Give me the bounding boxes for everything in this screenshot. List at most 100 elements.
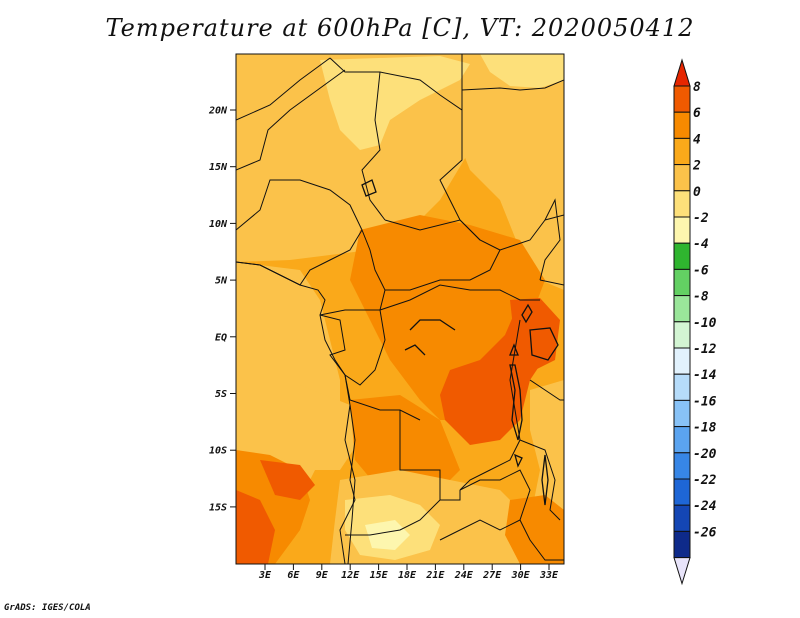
field-northeast-light [430, 54, 564, 290]
border-drc-west [344, 374, 421, 421]
field-south-palest [365, 520, 410, 550]
colorbar-label: 8 [693, 80, 701, 95]
lat-tick-label: 10N [209, 219, 228, 230]
lakes [361, 179, 559, 506]
colorbar-swatch [673, 321, 691, 349]
colorbar-label: 4 [693, 132, 701, 147]
border-niger-algeria [236, 69, 346, 171]
field-atlantic-light-2 [236, 380, 360, 470]
lon-tick-label: 3E [258, 570, 272, 581]
colorbar-top-arrow [673, 58, 691, 87]
map-title: Temperature at 600hPa [C], VT: 202005041… [105, 14, 695, 42]
latitude-axis: 20N 15N 10N 5N EQ 5S 10S 15S [208, 106, 236, 513]
lon-tick-label: 33E [539, 570, 559, 581]
river-congo [404, 319, 456, 356]
lake-albert [521, 303, 533, 324]
colorbar-swatch [673, 111, 691, 139]
colorbar-swatch [673, 452, 691, 480]
lake-malawi [541, 454, 549, 506]
coast-southwest [344, 404, 356, 564]
colorbar-label: -12 [693, 342, 717, 357]
border-chad-libya [361, 71, 386, 221]
colorbar-label: -24 [693, 499, 717, 514]
colorbar-swatch [673, 137, 691, 166]
colorbar-swatch [673, 216, 691, 244]
grads-credit: GrADS: IGES/COLA [4, 603, 91, 613]
border-ethiopia [539, 214, 564, 286]
lat-tick-label: 15S [209, 502, 227, 513]
colorbar-label: -2 [693, 211, 709, 226]
lon-tick-label: 9E [316, 570, 329, 581]
lat-tick-label: 20N [208, 106, 228, 117]
colorbar-label: -22 [693, 473, 717, 488]
lake-chad [361, 179, 377, 197]
field-north-pale-2 [480, 54, 564, 88]
field-southeast-orange [505, 495, 564, 564]
lat-tick-label: 10S [209, 446, 227, 457]
longitude-axis: 3E 6E 9E 12E 15E 18E 21E 24E 27E 30E 33E [258, 564, 559, 581]
colorbar-bottom-arrow [673, 557, 691, 586]
colorbar-swatch [673, 426, 691, 454]
colorbar-label: -8 [693, 290, 709, 305]
border-drc-north [379, 284, 540, 311]
colorbar-label: -14 [693, 368, 717, 383]
lat-tick-label: 5N [215, 276, 228, 287]
colorbar-label: 2 [692, 159, 701, 174]
colorbar-swatch [673, 190, 691, 218]
border-sudan-east [461, 79, 564, 91]
colorbar-label: -16 [693, 394, 717, 409]
border-car [384, 219, 501, 291]
temperature-field [236, 54, 564, 564]
colorbar-label: -6 [693, 263, 709, 278]
border-zambia [345, 469, 531, 541]
colorbar-label: -20 [693, 447, 717, 462]
field-southwest-dark [236, 490, 275, 564]
colorbar-swatch [673, 530, 691, 559]
colorbar-swatch [673, 268, 691, 297]
field-west-light [236, 54, 470, 262]
border-mozambique [519, 519, 564, 561]
border-angola [339, 404, 356, 564]
lon-tick-label: 21E [425, 570, 445, 581]
colorbar-swatch [673, 373, 691, 401]
colorbar-swatch [673, 347, 691, 375]
plot-frame [235, 53, 565, 565]
lon-tick-label: 15E [370, 570, 389, 581]
colorbar: 8 6 4 2 0 -2 -4 -6 -8 -10 -12 -14 -16 -18 -20 -22 -24 -26 [673, 58, 717, 586]
lon-tick-label: 12E [341, 570, 360, 581]
colorbar-label: 0 [693, 185, 701, 200]
field-south-atlantic-dark [260, 460, 315, 500]
lon-tick-label: 27E [482, 570, 502, 581]
colorbar-swatch [673, 504, 691, 532]
lat-tick-label: 15N [209, 162, 228, 173]
lake-kivu [509, 343, 519, 356]
colorbar-swatch [673, 242, 691, 270]
field-north-pale [320, 56, 470, 150]
lat-tick-label: EQ [215, 332, 227, 343]
colorbar-label: -18 [693, 421, 717, 436]
colorbar-swatch [673, 164, 691, 192]
border-south-sudan [499, 198, 561, 281]
lake-mweru [514, 453, 523, 468]
field-central-orange-2 [350, 395, 460, 490]
border-angola-zambia [399, 410, 461, 501]
country-borders [236, 54, 564, 564]
lon-tick-label: 6E [287, 570, 300, 581]
colorbar-swatch [673, 478, 691, 506]
colorbar-label: -4 [693, 237, 709, 252]
lon-tick-label: 18E [398, 570, 417, 581]
colorbar-label: -26 [693, 525, 717, 540]
lake-tanganyika [509, 364, 523, 441]
colorbar-swatch [673, 399, 691, 428]
lake-victoria [529, 327, 559, 361]
colorbar-swatch [673, 295, 691, 323]
lon-tick-label: 24E [454, 570, 474, 581]
colorbar-swatch [673, 85, 691, 113]
coast-west [236, 261, 351, 406]
lat-tick-label: 5S [215, 389, 227, 400]
lon-tick-label: 30E [511, 570, 531, 581]
colorbar-label: -10 [693, 316, 717, 331]
border-tanzania [519, 379, 564, 521]
colorbar-label: 6 [693, 106, 701, 121]
